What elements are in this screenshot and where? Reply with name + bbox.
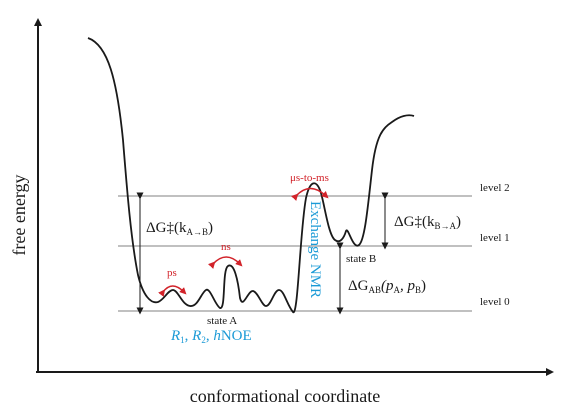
level-2-label: level 2: [480, 182, 510, 194]
level-1-label: level 1: [480, 232, 510, 244]
ns-motion-arrow: [208, 256, 243, 269]
dg-ab-label: ΔGAB(pA, pB): [348, 278, 426, 295]
exchange-nmr-label: Exchange NMR: [307, 201, 323, 298]
x-axis-label: conformational coordinate: [190, 386, 380, 406]
y-axis-label: free energy: [9, 174, 29, 255]
us-ms-label: μs-to-ms: [290, 172, 329, 184]
level-0-label: level 0: [480, 296, 510, 308]
state-a-label: state A: [207, 315, 237, 327]
reverse-barrier-label: ΔG‡(kB→A): [394, 214, 461, 231]
state-b-label: state B: [346, 253, 376, 265]
us-ms-motion-arrow: [291, 187, 329, 201]
ns-label: ns: [221, 241, 231, 253]
forward-barrier-label: ΔG‡(kA→B): [146, 220, 213, 237]
ps-motion-arrow: [158, 285, 187, 297]
ps-label: ps: [167, 267, 177, 279]
energy-curve: [87, 37, 415, 313]
relaxation-methods-label: R1, R2, hNOE: [170, 328, 252, 345]
